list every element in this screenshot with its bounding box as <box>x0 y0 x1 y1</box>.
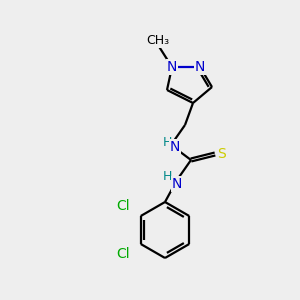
Text: N: N <box>195 60 205 74</box>
Text: CH₃: CH₃ <box>146 34 170 46</box>
Text: N: N <box>172 177 182 191</box>
Text: S: S <box>218 147 226 161</box>
Text: N: N <box>170 140 180 154</box>
Text: Cl: Cl <box>117 247 130 261</box>
Text: H: H <box>162 136 172 149</box>
Text: N: N <box>167 60 177 74</box>
Text: H: H <box>162 170 172 184</box>
Text: Cl: Cl <box>117 199 130 213</box>
